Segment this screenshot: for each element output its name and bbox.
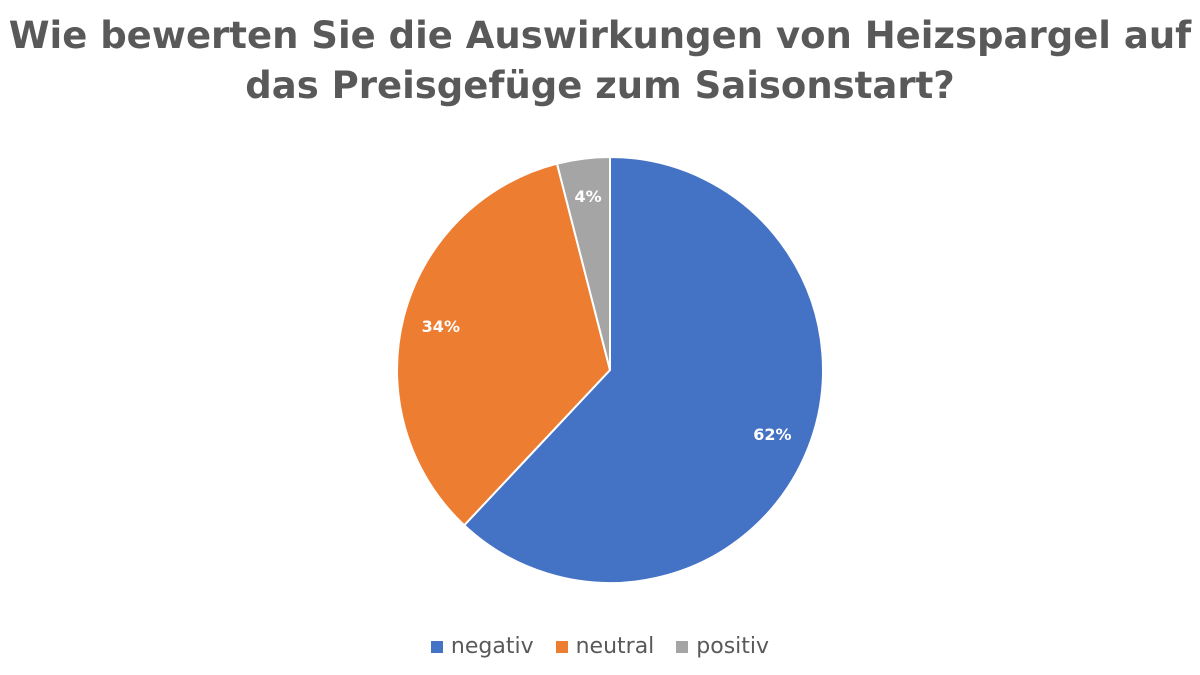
pie-data-labels: 62% 34% 4% — [422, 187, 792, 444]
legend-swatch-negativ — [430, 640, 443, 653]
pie-slice-negativ — [462, 155, 824, 584]
legend-swatch-neutral — [555, 640, 568, 653]
legend-item-neutral: neutral — [555, 634, 655, 659]
chart-title-line-1: Wie bewerten Sie die Auswirkungen von He… — [8, 14, 1192, 57]
pie-slice-positiv — [555, 155, 611, 371]
chart-legend: negativ neutral positiv — [0, 634, 1200, 659]
pie-slice-neutral — [396, 162, 612, 527]
chart-title-line-2: das Preisgefüge zum Saisonstart? — [245, 64, 955, 107]
data-label-positiv: 4% — [575, 187, 602, 206]
legend-item-negativ: negativ — [430, 634, 534, 659]
data-label-neutral: 34% — [422, 317, 460, 336]
legend-label-positiv: positiv — [696, 634, 770, 659]
legend-label-negativ: negativ — [450, 634, 534, 659]
legend-item-positiv: positiv — [676, 634, 769, 659]
data-label-negativ: 62% — [753, 425, 791, 444]
legend-label-neutral: neutral — [575, 634, 655, 659]
pie-slices — [396, 155, 824, 584]
legend-swatch-positiv — [676, 640, 689, 653]
